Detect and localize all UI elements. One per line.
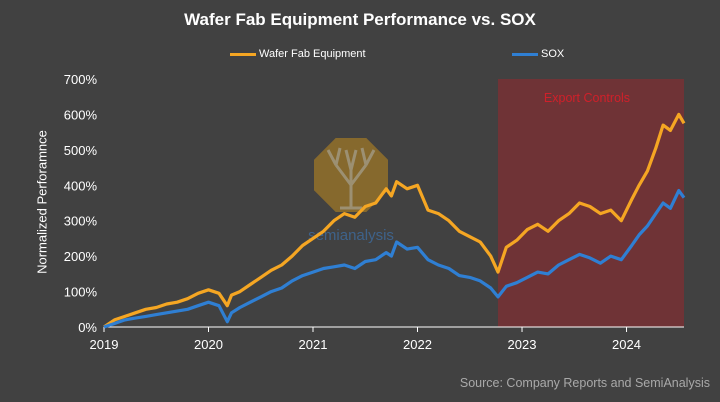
source-note: Source: Company Reports and SemiAnalysis (459, 376, 710, 390)
semianalysis-logo-icon (314, 138, 388, 212)
legend: Wafer Fab Equipment SOX (0, 48, 720, 64)
x-tick-label: 2020 (194, 337, 223, 352)
legend-item-sox: SOX (512, 48, 564, 60)
export-controls-region (497, 79, 684, 327)
y-tick-label: 700% (64, 72, 98, 87)
legend-item-wfe: Wafer Fab Equipment (230, 48, 366, 60)
legend-label-sox: SOX (541, 48, 565, 60)
y-tick-label: 600% (64, 107, 98, 122)
legend-label-wfe: Wafer Fab Equipment (259, 48, 366, 60)
x-tick-label: 2021 (299, 337, 328, 352)
y-tick-label: 200% (64, 249, 98, 264)
y-tick-label: 100% (64, 285, 98, 300)
legend-swatch-wfe (230, 52, 256, 56)
y-tick-label: 0% (78, 320, 97, 335)
x-tick-label: 2023 (508, 337, 537, 352)
series-line-sox (103, 189, 686, 329)
x-tick-label: 2024 (612, 337, 641, 352)
x-tick-label: 2022 (403, 337, 432, 352)
y-tick-label: 300% (64, 214, 98, 229)
chart-title: Wafer Fab Equipment Performance vs. SOX (184, 10, 536, 29)
y-tick-label: 500% (64, 143, 98, 158)
y-tick-label: 400% (64, 178, 98, 193)
watermark-text: semianalysis (308, 227, 394, 244)
legend-swatch-sox (512, 52, 538, 56)
x-tick-label: 2019 (90, 337, 119, 352)
series-line-wafer-fab-equipment (103, 112, 686, 329)
export-controls-label: Export Controls (544, 91, 630, 105)
